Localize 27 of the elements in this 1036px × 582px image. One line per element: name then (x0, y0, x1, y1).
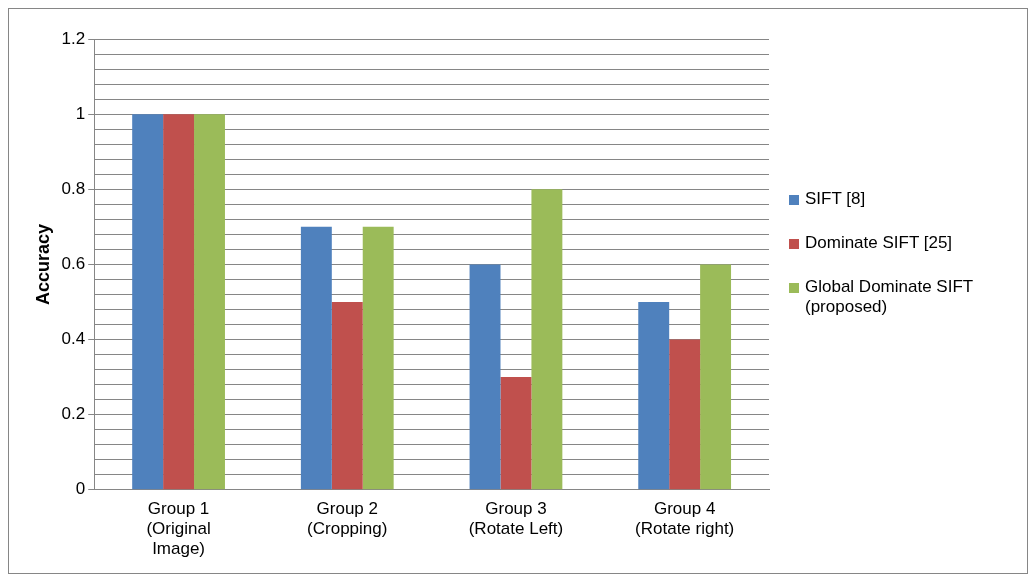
y-axis-title: Accuracy (32, 223, 53, 305)
bar (500, 377, 532, 490)
x-tick-label: Group 2 (Cropping) (307, 498, 388, 539)
legend-label: SIFT [8] (805, 189, 866, 209)
bar (300, 226, 332, 490)
bar (132, 114, 164, 490)
y-tick-label: 0 (75, 479, 86, 499)
bar (163, 114, 195, 490)
bar (531, 189, 563, 490)
bar (638, 301, 670, 490)
y-tick-label: 0.8 (61, 178, 86, 198)
bar (700, 264, 732, 490)
y-tick-label: 0.6 (61, 254, 86, 274)
bar (331, 301, 363, 490)
y-tick-label: 1 (75, 103, 86, 123)
bar (469, 264, 501, 490)
x-tick-label: Group 3 (Rotate Left) (468, 498, 564, 539)
bar (669, 339, 701, 490)
bar (362, 226, 394, 490)
bar (194, 114, 225, 490)
legend-label: Dominate SIFT [25] (805, 233, 953, 253)
legend-label: Global Dominate SIFT (proposed) (805, 277, 974, 317)
y-tick-label: 0.2 (61, 404, 86, 424)
y-tick-label: 0.4 (61, 329, 86, 349)
y-tick-label: 1.2 (61, 28, 86, 48)
x-tick-label: Group 4 (Rotate right) (635, 498, 735, 539)
x-tick-label: Group 1 (Original Image) (146, 498, 211, 559)
